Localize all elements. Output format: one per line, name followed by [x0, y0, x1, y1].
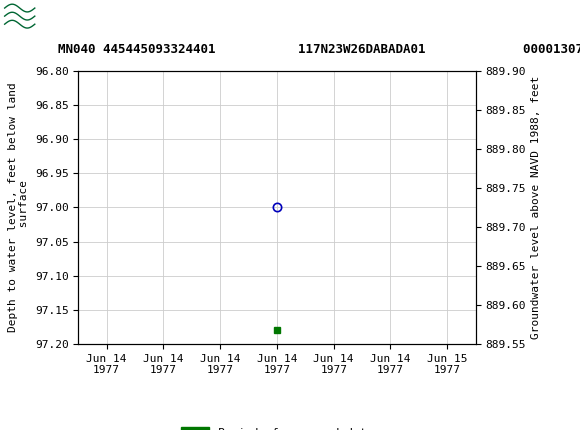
Text: MN040 445445093324401           117N23W26DABADA01             0000130755: MN040 445445093324401 117N23W26DABADA01 …: [58, 43, 580, 56]
Text: USGS: USGS: [75, 7, 130, 25]
Bar: [3, 2, 67, 31]
Legend: Period of approved data: Period of approved data: [176, 423, 378, 430]
Y-axis label: Depth to water level, feet below land
 surface: Depth to water level, feet below land su…: [8, 83, 29, 332]
Y-axis label: Groundwater level above NAVD 1988, feet: Groundwater level above NAVD 1988, feet: [531, 76, 541, 339]
